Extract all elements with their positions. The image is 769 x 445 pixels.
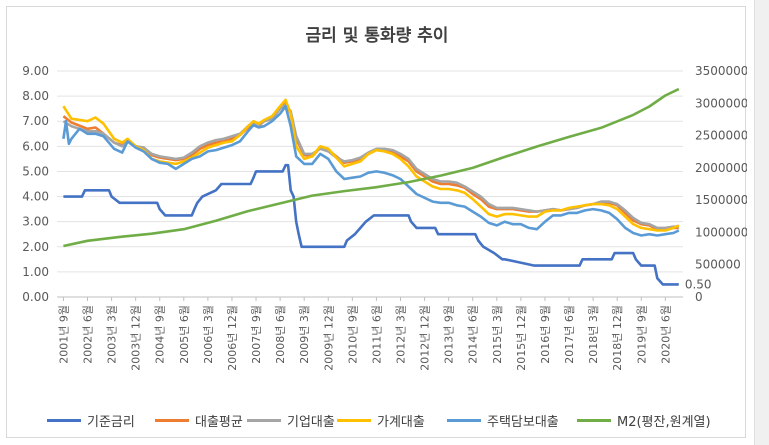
x-tick-label: 2019년 9월 (635, 305, 648, 364)
legend-label: 기업대출 (287, 414, 335, 430)
x-tick-label: 2018년 3월 (587, 305, 600, 364)
x-tick-label: 2002년 6월 (81, 305, 94, 364)
x-tick-label: 2001년 9월 (57, 305, 70, 364)
y-right-tick-label: 0 (695, 290, 703, 304)
x-tick-label: 2009년 12월 (322, 305, 335, 371)
chart-frame: 금리 및 통화량 추이 9.00 8.00 7.00 6.00 5.00 4.00 3.00… (6, 6, 747, 438)
y-left-tick-label: 0.00 (22, 290, 49, 304)
legend-swatch (337, 418, 371, 422)
x-tick-label: 2006년 3월 (202, 305, 215, 364)
legend-swatch (155, 418, 189, 422)
chart-title: 금리 및 통화량 추이 (305, 26, 449, 46)
x-tick-label: 2014년 6월 (467, 305, 480, 364)
legend-label: M2(평잔,원계열) (617, 414, 711, 430)
y-left-tick-label: 6.00 (22, 139, 49, 153)
x-tick-label: 2010년 9월 (346, 305, 359, 364)
series-line-M2(평잔,원계열) (63, 87, 680, 248)
x-tick-label: 2015년 12월 (515, 305, 528, 371)
y-right-tick-label: 3000000 (695, 96, 747, 110)
x-tick-label: 2015년 3월 (491, 305, 504, 364)
y-left-tick-label: 4.00 (22, 190, 49, 204)
y-left-tick-label: 1.00 (22, 265, 49, 279)
legend-label: 기준금리 (87, 414, 135, 430)
x-tick-label: 2003년 3월 (106, 305, 119, 364)
legend-item: 대출평균 (155, 409, 243, 431)
x-tick-label: 2008년 6월 (274, 305, 287, 364)
legend-label: 가계대출 (377, 414, 425, 430)
y-right-tick-label: 2500000 (695, 129, 747, 143)
y-right-tick-label: 1500000 (695, 193, 747, 207)
legend-swatch (247, 418, 281, 422)
scrollbar[interactable] (754, 0, 769, 445)
x-tick-label: 2007년 9월 (250, 305, 263, 364)
legend-item: M2(평잔,원계열) (577, 409, 711, 431)
x-tick-label: 2011년 6월 (370, 305, 383, 364)
y-right-tick-label: 500000 (695, 258, 741, 272)
x-tick-label: 2012년 3월 (394, 305, 407, 364)
legend-item: 주택담보대출 (447, 409, 559, 431)
y-left-tick-label: 7.00 (22, 114, 49, 128)
x-tick-label: 2018년 12월 (611, 305, 624, 371)
legend-swatch (577, 418, 611, 422)
legend-label: 대출평균 (195, 414, 243, 430)
y-left-tick-label: 8.00 (22, 89, 49, 103)
y-right-tick-label: 2000000 (695, 161, 747, 175)
legend-item: 가계대출 (337, 409, 425, 431)
y-left-tick-label: 5.00 (22, 164, 49, 178)
series-line-기준금리 (63, 163, 679, 286)
y-left-tick-label: 3.00 (22, 215, 49, 229)
series-line-가계대출 (62, 98, 680, 232)
legend-swatch (47, 418, 81, 422)
x-tick-label: 2004년 9월 (154, 305, 167, 364)
legend-item: 기준금리 (47, 409, 135, 431)
y-left-tick-label: 9.00 (22, 64, 49, 78)
x-tick-label: 2012년 12월 (419, 305, 432, 371)
x-tick-label: 2017년 6월 (563, 305, 576, 364)
x-tick-label: 2003년 12월 (130, 305, 143, 371)
y-left-tick-label: 2.00 (22, 240, 49, 254)
chart-legend: 기준금리 대출평균 기업대출 가계대출 주택담보대출 M2(평잔,원계열) (7, 409, 747, 431)
x-tick-label: 2020년 6월 (659, 305, 672, 364)
legend-label: 주택담보대출 (487, 414, 559, 430)
x-tick-label: 2005년 6월 (178, 305, 191, 364)
x-tick-label: 2006년 12월 (226, 305, 239, 371)
x-tick-label: 2013년 9월 (443, 305, 456, 364)
annotation-label: 0.50 (685, 277, 712, 291)
legend-item: 기업대출 (247, 409, 335, 431)
series-line-주택담보대출 (62, 104, 680, 237)
y-right-tick-label: 1000000 (695, 225, 747, 239)
x-tick-label: 2009년 3월 (298, 305, 311, 364)
x-tick-label: 2016년 9월 (539, 305, 552, 364)
chart-plot: 9.00 8.00 7.00 6.00 5.00 4.00 3.00 2.00 1.00 0.00… (22, 64, 747, 371)
legend-swatch (447, 418, 481, 422)
y-right-tick-label: 3500000 (695, 64, 747, 78)
